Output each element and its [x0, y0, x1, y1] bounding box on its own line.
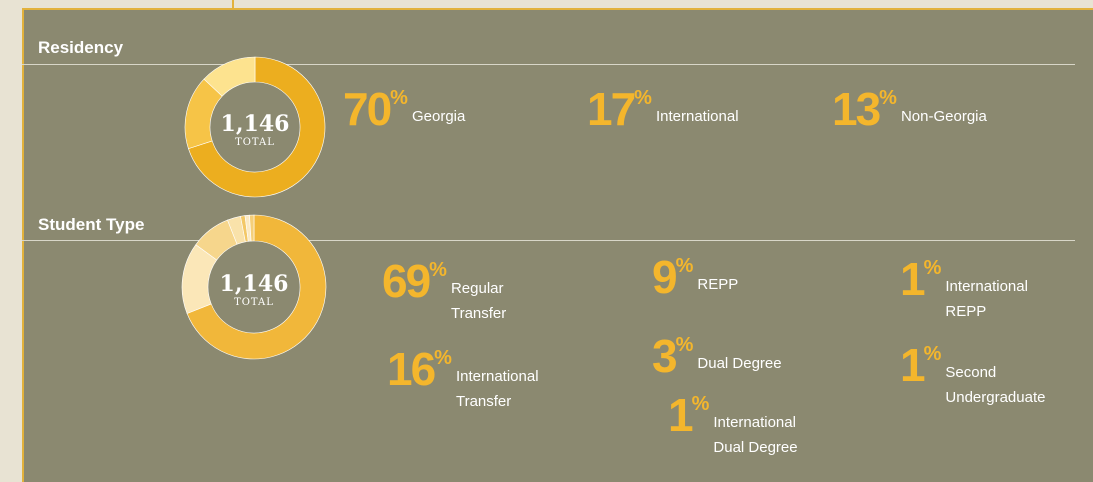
- stat-label: International Transfer: [455, 368, 539, 410]
- stat-unit: %: [879, 87, 897, 109]
- stat-label: Non-Georgia: [900, 108, 987, 125]
- total-value: 1,146: [220, 271, 289, 297]
- stat-unit: %: [429, 259, 447, 281]
- donut-segment: [249, 214, 255, 242]
- stat-value: 1: [900, 253, 926, 305]
- stat-unit: %: [675, 255, 694, 277]
- stat-unit: %: [634, 87, 652, 109]
- stat-label: Regular Transfer: [450, 280, 507, 322]
- stat-item: 16% International Transfer: [387, 346, 551, 414]
- stat-value: 9: [652, 251, 678, 303]
- stat-unit: %: [923, 343, 942, 365]
- stat-value: 17: [587, 83, 636, 135]
- stat-value: 3: [652, 330, 678, 382]
- section-title: Student Type: [38, 215, 145, 234]
- stat-label: International Dual Degree: [713, 414, 798, 456]
- total-caption: TOTAL: [234, 297, 274, 308]
- stat-label: Dual Degree: [697, 355, 782, 372]
- stat-item: 9% REPP: [652, 254, 792, 300]
- stat-unit: %: [390, 87, 408, 109]
- stat-item: 3% Dual Degree: [652, 333, 792, 379]
- stat-item: 69% Regular Transfer: [382, 258, 546, 326]
- stat-value: 69: [382, 255, 431, 307]
- total-caption: TOTAL: [235, 137, 275, 148]
- donut-segment: [203, 56, 256, 97]
- donut-segment: [186, 214, 327, 360]
- stat-value: 13: [832, 83, 881, 135]
- stat-item: 1% International REPP: [900, 256, 1040, 324]
- stat-item: 1% International Dual Degree: [668, 392, 808, 460]
- stat-label: Second Undergraduate: [945, 364, 1046, 406]
- stat-label: Georgia: [411, 108, 466, 125]
- stat-label: International: [655, 108, 739, 125]
- border-accent: [232, 0, 234, 10]
- stat-item: 13% Non-Georgia: [832, 86, 987, 132]
- divider: [22, 240, 1075, 241]
- total-value: 1,146: [221, 111, 290, 137]
- stat-value: 1: [900, 339, 926, 391]
- stat-unit: %: [923, 257, 942, 279]
- stat-label: International REPP: [945, 278, 1028, 320]
- divider: [22, 64, 1075, 65]
- stat-value: 1: [668, 389, 694, 441]
- stat-unit: %: [434, 347, 452, 369]
- stat-item: 1% Second Undergraduate: [900, 339, 1046, 410]
- donut-segment: [188, 56, 326, 198]
- stat-item: 70% Georgia: [343, 86, 465, 132]
- section-title: Residency: [38, 38, 124, 57]
- stat-label: REPP: [697, 276, 739, 293]
- stat-value: 70: [343, 83, 392, 135]
- stat-unit: %: [675, 334, 694, 356]
- stat-value: 16: [387, 343, 436, 395]
- stat-unit: %: [691, 393, 710, 415]
- stat-item: 17% International: [587, 86, 739, 132]
